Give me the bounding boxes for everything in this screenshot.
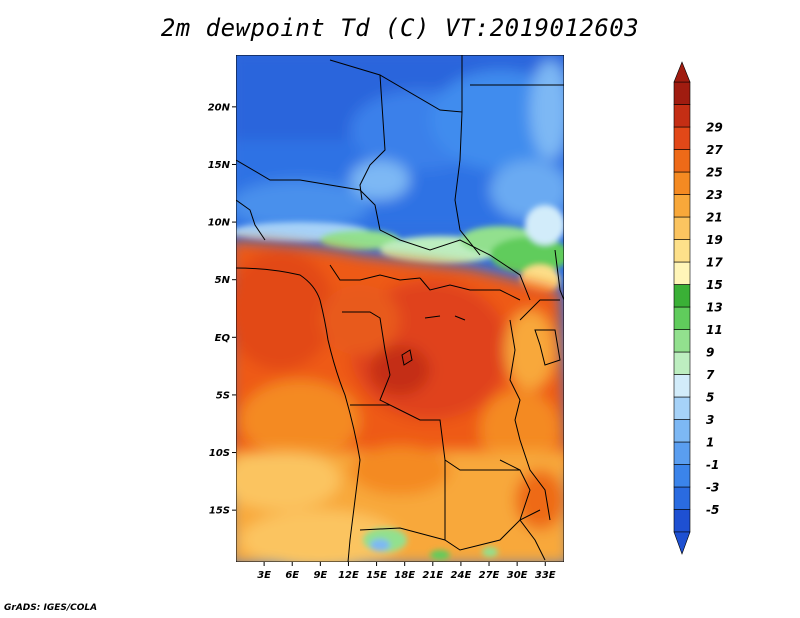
colorbar-swatch bbox=[673, 126, 691, 150]
colorbar-max-triangle bbox=[673, 61, 691, 83]
colorbar-label: 21 bbox=[706, 211, 723, 225]
colorbar-swatch bbox=[673, 396, 691, 420]
lon-tick-label: 18E bbox=[394, 570, 415, 581]
colorbar-label: -1 bbox=[706, 458, 719, 472]
lat-tick-label: 15N bbox=[208, 160, 231, 171]
lon-tick-label: 15E bbox=[366, 570, 387, 581]
colorbar-swatch bbox=[673, 261, 691, 285]
colorbar-min-triangle bbox=[673, 531, 691, 555]
lon-tick-label: 30E bbox=[507, 570, 528, 581]
colorbar-label: 13 bbox=[706, 301, 723, 315]
grads-credit: GrADS: IGES/COLA bbox=[4, 603, 98, 613]
lat-tick-label: 5S bbox=[216, 390, 230, 401]
colorbar-label: 11 bbox=[706, 323, 723, 337]
colorbar-swatch bbox=[673, 149, 691, 173]
colorbar-swatch bbox=[673, 104, 691, 128]
southern-green-patch bbox=[363, 528, 498, 560]
lon-tick-label: 33E bbox=[535, 570, 556, 581]
lon-tick-label: 12E bbox=[338, 570, 359, 581]
colorbar-swatch bbox=[673, 509, 691, 533]
colorbar-label: 23 bbox=[706, 188, 723, 202]
colorbar-label: 5 bbox=[706, 391, 714, 405]
colorbar-swatch bbox=[673, 306, 691, 330]
colorbar-swatch bbox=[673, 351, 691, 375]
lon-tick-label: 6E bbox=[285, 570, 299, 581]
colorbar-label: 3 bbox=[706, 413, 714, 427]
colorbar-label: -3 bbox=[706, 481, 719, 495]
colorbar-swatch bbox=[673, 216, 691, 240]
colorbar-swatch bbox=[673, 239, 691, 263]
lon-tick-label: 9E bbox=[313, 570, 327, 581]
colorbar-label: 27 bbox=[706, 143, 723, 157]
southern-region bbox=[236, 445, 564, 562]
lon-tick-label: 3E bbox=[257, 570, 271, 581]
map-title: 2m dewpoint Td (C) VT:2019012603 bbox=[160, 14, 640, 42]
political-borders bbox=[236, 55, 564, 562]
lat-tick-label: 10N bbox=[208, 218, 231, 229]
colorbar-swatch bbox=[673, 329, 691, 353]
colorbar-swatch bbox=[673, 171, 691, 195]
lat-tick-label: 15S bbox=[209, 506, 230, 517]
lat-tick-label: 5N bbox=[215, 275, 231, 286]
lon-tick-label: 27E bbox=[479, 570, 500, 581]
colorbar-swatch bbox=[673, 486, 691, 510]
colorbar-swatch bbox=[673, 194, 691, 218]
colorbar-swatch bbox=[673, 81, 691, 105]
lon-tick-label: 21E bbox=[422, 570, 443, 581]
colorbar-label: 9 bbox=[706, 346, 714, 360]
colorbar-label: 29 bbox=[706, 121, 723, 135]
colorbar-label: 25 bbox=[706, 166, 723, 180]
colorbar-swatch bbox=[673, 419, 691, 443]
colorbar-label: 7 bbox=[706, 368, 715, 382]
map-panel bbox=[236, 55, 564, 562]
colorbar-swatch bbox=[673, 374, 691, 398]
lat-tick-label: EQ bbox=[215, 333, 231, 344]
lat-tick-label: 10S bbox=[209, 448, 230, 459]
colorbar-label: 1 bbox=[706, 436, 714, 450]
colorbar-swatch bbox=[673, 464, 691, 488]
colorbar-swatch bbox=[673, 441, 691, 465]
colorbar-label: -5 bbox=[706, 503, 719, 517]
colorbar-label: 15 bbox=[706, 278, 723, 292]
lon-tick-label: 24E bbox=[451, 570, 472, 581]
colorbar-label: 19 bbox=[706, 233, 723, 247]
colorbar-label: 17 bbox=[706, 256, 723, 270]
lat-tick-label: 20N bbox=[208, 102, 231, 113]
colorbar-swatch bbox=[673, 284, 691, 308]
axis-ticks: 20N 15N 10N 5N EQ 5S 10S 15S 3E 6E 9E 12E 15E 18E 21E 2… bbox=[208, 102, 556, 581]
dry-north-region bbox=[236, 55, 564, 230]
